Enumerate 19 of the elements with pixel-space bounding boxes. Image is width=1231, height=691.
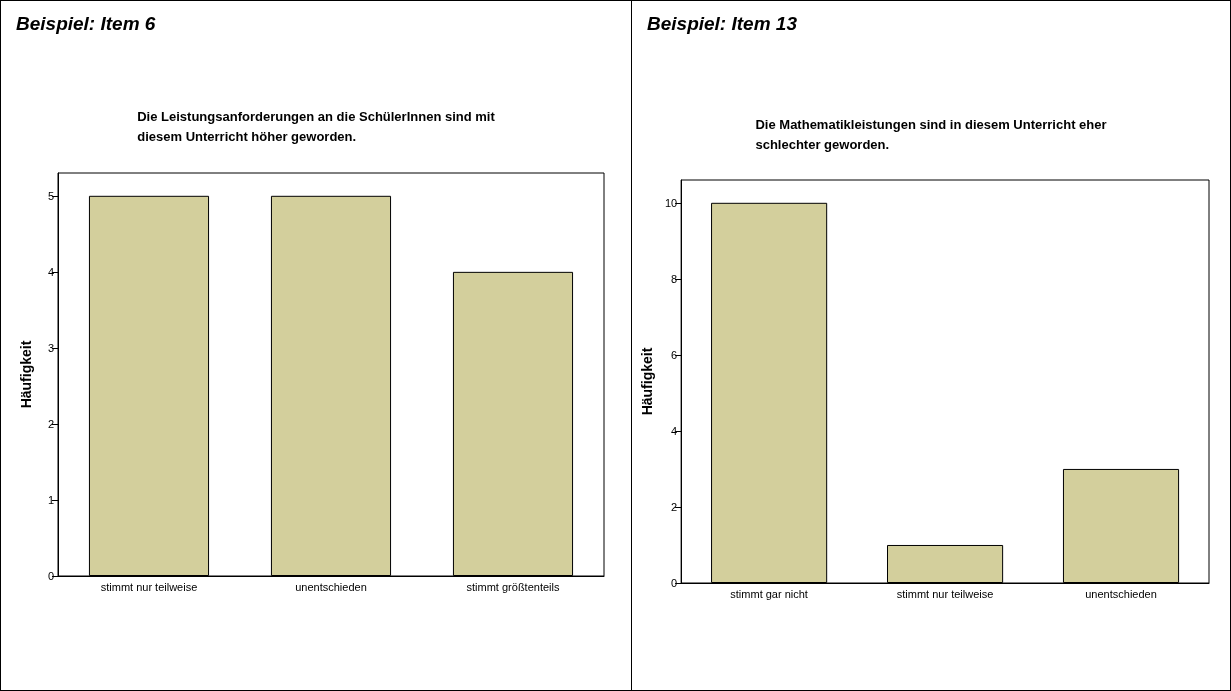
chart-title: Beispiel: Item 13 xyxy=(647,13,798,34)
chart-subtitle: Die Leistungsanforderungen an die SchülerInnen sind mit diesem Unterricht höher geworden. xyxy=(137,108,496,144)
y-tick-label: 10 xyxy=(664,196,678,209)
y-tick-label: 8 xyxy=(671,272,678,285)
y-axis-title: Häufigkeit xyxy=(18,340,34,409)
x-tick-label: stimmt nur teilweise xyxy=(896,587,994,600)
x-tick-label: unentschieden xyxy=(295,580,367,593)
x-tick-label: stimmt gar nicht xyxy=(730,587,808,600)
chart-subtitle: Die Mathematikleistungen sind in diesem Unterricht eher schlechter geworden. xyxy=(755,116,1107,152)
x-tick-label: stimmt größtenteils xyxy=(466,580,560,593)
y-tick-label: 6 xyxy=(671,348,678,361)
y-tick-label: 2 xyxy=(47,417,54,430)
chart-title: Beispiel: Item 6 xyxy=(16,13,156,34)
x-tick-label: stimmt nur teilweise xyxy=(100,580,198,593)
y-tick-label: 4 xyxy=(671,424,678,437)
y-tick-label: 2 xyxy=(671,500,678,513)
x-tick-label: unentschieden xyxy=(1085,587,1157,600)
y-tick-label: 1 xyxy=(47,493,54,506)
y-axis-title: Häufigkeit xyxy=(639,347,655,416)
